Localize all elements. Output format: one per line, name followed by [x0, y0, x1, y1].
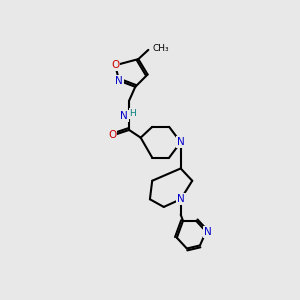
Text: O: O — [111, 60, 119, 70]
Text: N: N — [177, 194, 184, 204]
Text: H: H — [130, 109, 136, 118]
Text: N: N — [204, 226, 212, 237]
Text: CH₃: CH₃ — [153, 44, 169, 53]
Text: N: N — [177, 137, 184, 147]
Text: N: N — [120, 111, 128, 121]
Text: O: O — [108, 130, 116, 140]
Text: N: N — [115, 76, 123, 86]
